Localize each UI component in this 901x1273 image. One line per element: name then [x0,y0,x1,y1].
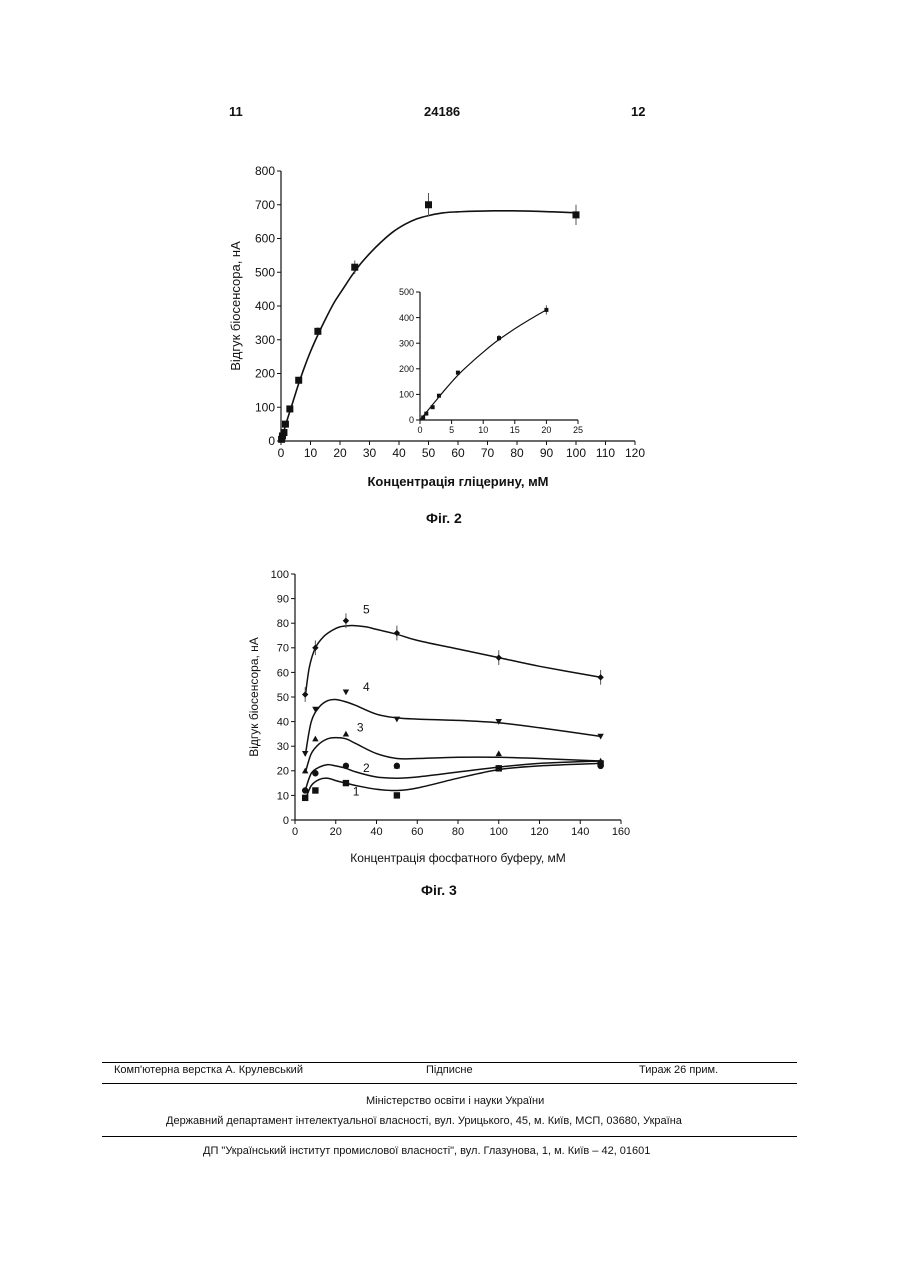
fig3-series-5-point [343,618,349,624]
fig3-x-tick-label: 40 [370,826,382,838]
fig3-series-1-point [343,780,349,786]
fig3-y-tick-label: 0 [283,815,289,827]
fig3-x-tick-label: 140 [571,826,589,838]
footer-circulation: Тираж 26 прим. [639,1064,718,1076]
footer-typesetting: Комп'ютерна верстка А. Крулевський [114,1064,303,1076]
fig3-series-3-label: 3 [357,720,364,734]
fig3-series-5-curve [305,626,600,697]
fig3-series-5-point [597,674,603,680]
fig3-y-tick-label: 90 [277,593,289,605]
fig3-series-5-point [496,654,502,660]
fig3-y-tick-label: 100 [271,569,289,581]
fig3-series-3-point [312,736,318,742]
fig3-series-5-label: 5 [363,602,370,616]
fig3-series-4-point [302,751,308,757]
fig3-series-3-point [343,731,349,737]
fig3-x-tick-label: 0 [292,826,298,838]
fig3-series-2-point [312,770,318,776]
footer-rule-bottom [102,1136,797,1137]
fig3-series-1-label: 1 [353,784,360,798]
fig3-x-axis-label: Концентрація фосфатного буферу, мМ [350,851,566,865]
fig3-series-2-point [302,787,308,793]
fig3-series-2-point [597,763,603,769]
fig3-series-5-point [312,645,318,651]
fig3-series-1-point [302,795,308,801]
footer-ministry: Міністерство освіти і науки України [366,1095,544,1107]
fig3-series-4-point [343,690,349,696]
fig3-y-tick-label: 70 [277,643,289,655]
fig3-y-tick-label: 80 [277,618,289,630]
footer-institute: ДП "Український інститут промислової вла… [203,1145,650,1157]
fig3-x-tick-label: 20 [330,826,342,838]
fig3-y-tick-label: 50 [277,692,289,704]
fig3-series-4-point [394,717,400,723]
fig3-x-tick-label: 80 [452,826,464,838]
fig3-y-axis-label: Відгук біосенсора, нА [247,637,261,757]
fig3-series-3-point [496,750,502,756]
fig3-series-1-point [394,792,400,798]
fig3-series-5-point [302,691,308,697]
footer-rule-top [102,1062,797,1063]
fig3-series-2-point [496,765,502,771]
footer-rule-middle [102,1083,797,1084]
fig3-series-2-point [343,763,349,769]
fig3-x-tick-label: 100 [490,826,508,838]
fig3-y-tick-label: 60 [277,667,289,679]
footer-department: Державний департамент інтелектуальної вл… [166,1115,682,1127]
figure-3-chart: 0 20 40 60 80 100 120 140 160 0 10 20 30 40 50 60 70 80 90… [0,0,901,880]
fig3-y-tick-label: 30 [277,741,289,753]
fig3-x-tick-label: 120 [530,826,548,838]
fig3-series-4-label: 4 [363,680,370,694]
footer-signed: Підписне [426,1064,473,1076]
fig3-series-3-point [302,768,308,774]
fig3-y-tick-label: 10 [277,790,289,802]
fig3-series-3-curve [305,738,600,774]
fig3-series-1-point [312,787,318,793]
fig3-y-tick-label: 20 [277,766,289,778]
fig3-x-tick-label: 60 [411,826,423,838]
fig3-y-tick-label: 40 [277,716,289,728]
fig3-series-4-curve [305,699,600,756]
fig3-series-2-label: 2 [363,761,370,775]
figure-3-caption: Фіг. 3 [421,882,457,898]
fig3-x-tick-label: 160 [612,826,630,838]
